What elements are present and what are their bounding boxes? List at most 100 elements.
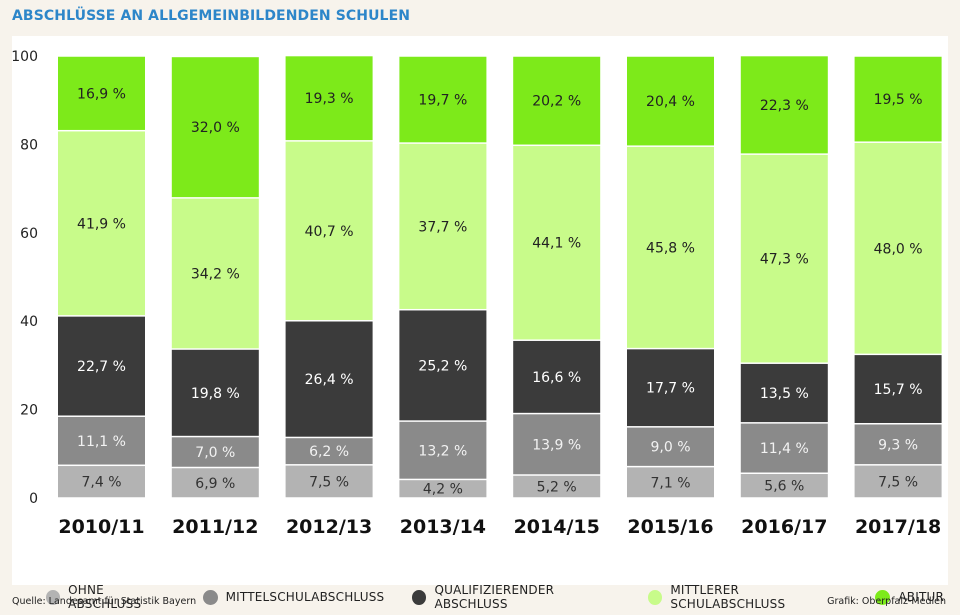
data-label: 13,2 % bbox=[418, 443, 467, 459]
data-label: 7,0 % bbox=[195, 445, 235, 461]
data-label: 11,1 % bbox=[77, 434, 126, 450]
bar-segment-mittelschul bbox=[58, 416, 145, 465]
x-tick-label: 2010/11 bbox=[58, 516, 144, 538]
bar-segment-ohne bbox=[513, 475, 601, 498]
bar-segment-mittlerer bbox=[854, 142, 942, 354]
data-label: 22,3 % bbox=[760, 98, 809, 114]
data-label: 6,2 % bbox=[309, 444, 349, 460]
legend-swatch-mittelschul bbox=[202, 589, 218, 605]
bar-segment-ohne bbox=[399, 480, 487, 498]
legend-item-abitur: ABITUR bbox=[875, 589, 944, 605]
data-label: 19,5 % bbox=[874, 92, 923, 108]
bar-segment-quali bbox=[740, 363, 828, 423]
legend-swatch-abitur bbox=[875, 589, 891, 605]
bar-segment-abitur bbox=[740, 56, 828, 154]
data-label: 34,2 % bbox=[191, 266, 240, 282]
data-label: 7,5 % bbox=[309, 474, 349, 490]
data-label: 19,7 % bbox=[418, 93, 467, 109]
y-tick-label: 60 bbox=[20, 226, 38, 242]
data-label: 16,6 % bbox=[532, 370, 581, 386]
data-label: 44,1 % bbox=[532, 236, 581, 252]
x-tick-label: 2017/18 bbox=[855, 516, 941, 538]
bar-segment-quali bbox=[58, 316, 145, 416]
graphic-credit: Grafik: Oberpfalz-Medien bbox=[827, 596, 946, 607]
x-tick-label: 2011/12 bbox=[172, 516, 258, 538]
bar-segment-mittelschul bbox=[171, 437, 259, 467]
data-label: 17,7 % bbox=[646, 381, 695, 397]
bar-segment-mittlerer bbox=[513, 146, 601, 340]
legend-item-ohne: OHNE ABSCHLUSS bbox=[46, 583, 175, 611]
bar-segment-ohne bbox=[740, 473, 828, 498]
bar-segment-mittelschul bbox=[740, 423, 828, 473]
bar-segment-mittelschul bbox=[854, 424, 942, 465]
bar-segment-abitur bbox=[58, 56, 145, 130]
bar-segment-quali bbox=[399, 310, 487, 421]
legend-item-quali: QUALIFIZIERENDER ABSCHLUSS bbox=[412, 583, 620, 611]
data-label: 13,5 % bbox=[760, 386, 809, 402]
data-label: 5,2 % bbox=[537, 480, 577, 496]
data-label: 5,6 % bbox=[764, 479, 804, 495]
bar-segment-mittlerer bbox=[740, 154, 828, 363]
chart-legend: OHNE ABSCHLUSS MITTELSCHULABSCHLUSS QUAL… bbox=[24, 582, 944, 612]
bar-segment-quali bbox=[285, 321, 373, 437]
data-label: 25,2 % bbox=[418, 358, 467, 374]
legend-label-quali: QUALIFIZIERENDER ABSCHLUSS bbox=[434, 583, 555, 611]
data-label: 6,9 % bbox=[195, 476, 235, 492]
data-label: 11,4 % bbox=[760, 441, 809, 457]
data-label: 26,4 % bbox=[305, 372, 354, 388]
data-label: 20,4 % bbox=[646, 94, 695, 110]
bar-segment-mittlerer bbox=[399, 143, 487, 309]
bar-segment-abitur bbox=[171, 57, 259, 198]
bar-segment-mittelschul bbox=[399, 421, 487, 479]
y-tick-label: 0 bbox=[29, 491, 38, 507]
data-label: 13,9 % bbox=[532, 437, 581, 453]
stacked-bar-chart: 0 20 40 60 80 100 7,4 % 11,1 % 22,7 % 41,9 % 16,9 … bbox=[12, 49, 942, 538]
data-label: 7,1 % bbox=[650, 475, 690, 491]
data-label: 47,3 % bbox=[760, 252, 809, 268]
y-tick-label: 100 bbox=[12, 49, 38, 65]
data-label: 4,2 % bbox=[423, 482, 463, 498]
legend-label-mittelschul: MITTELSCHULABSCHLUSS bbox=[225, 590, 385, 604]
source-note: Quelle: Landesamt für Statistik Bayern bbox=[12, 596, 197, 607]
data-label: 9,3 % bbox=[878, 437, 918, 453]
bar-segment-abitur bbox=[627, 56, 714, 146]
data-label: 40,7 % bbox=[305, 224, 354, 240]
y-tick-label: 20 bbox=[20, 403, 38, 419]
bar-segment-abitur bbox=[285, 56, 373, 141]
bar-segment-mittelschul bbox=[285, 438, 373, 465]
bar-segment-abitur bbox=[513, 56, 601, 145]
bar-segment-abitur bbox=[854, 56, 942, 142]
x-tick-label: 2013/14 bbox=[400, 516, 486, 538]
bar-segment-abitur bbox=[399, 56, 487, 143]
bar-segment-ohne bbox=[854, 465, 942, 498]
y-tick-label: 40 bbox=[20, 314, 38, 330]
legend-swatch-quali bbox=[412, 589, 427, 605]
bar-segment-ohne bbox=[627, 467, 714, 498]
x-tick-label: 2014/15 bbox=[514, 516, 600, 538]
chart-panel: 0 20 40 60 80 100 7,4 % 11,1 % 22,7 % 41,9 % 16,9 … bbox=[12, 36, 948, 611]
bar-segment-mittlerer bbox=[58, 131, 145, 316]
y-tick-label: 80 bbox=[20, 137, 38, 153]
data-label: 7,4 % bbox=[81, 475, 121, 491]
data-label: 15,7 % bbox=[874, 382, 923, 398]
data-label: 20,2 % bbox=[532, 94, 581, 110]
bar-segment-quali bbox=[171, 349, 259, 436]
legend-swatch-ohne bbox=[46, 589, 61, 605]
bar-segment-quali bbox=[627, 349, 714, 427]
data-label: 22,7 % bbox=[77, 359, 126, 375]
data-label: 7,5 % bbox=[878, 474, 918, 490]
legend-label-ohne: OHNE ABSCHLUSS bbox=[68, 583, 142, 611]
x-tick-label: 2012/13 bbox=[286, 516, 372, 538]
data-label: 32,0 % bbox=[191, 120, 240, 136]
data-label: 9,0 % bbox=[650, 440, 690, 456]
x-tick-label: 2016/17 bbox=[741, 516, 827, 538]
bar-segment-mittelschul bbox=[627, 427, 714, 466]
bar-segment-mittelschul bbox=[513, 414, 601, 475]
bar-segment-ohne bbox=[285, 465, 373, 498]
data-label: 16,9 % bbox=[77, 86, 126, 102]
data-label: 19,3 % bbox=[305, 91, 354, 107]
legend-label-abitur: ABITUR bbox=[898, 590, 944, 604]
x-tick-label: 2015/16 bbox=[627, 516, 713, 538]
bar-segment-mittlerer bbox=[285, 141, 373, 321]
legend-label-mittlerer: MITTLERER SCHULABSCHLUSS bbox=[670, 583, 786, 611]
